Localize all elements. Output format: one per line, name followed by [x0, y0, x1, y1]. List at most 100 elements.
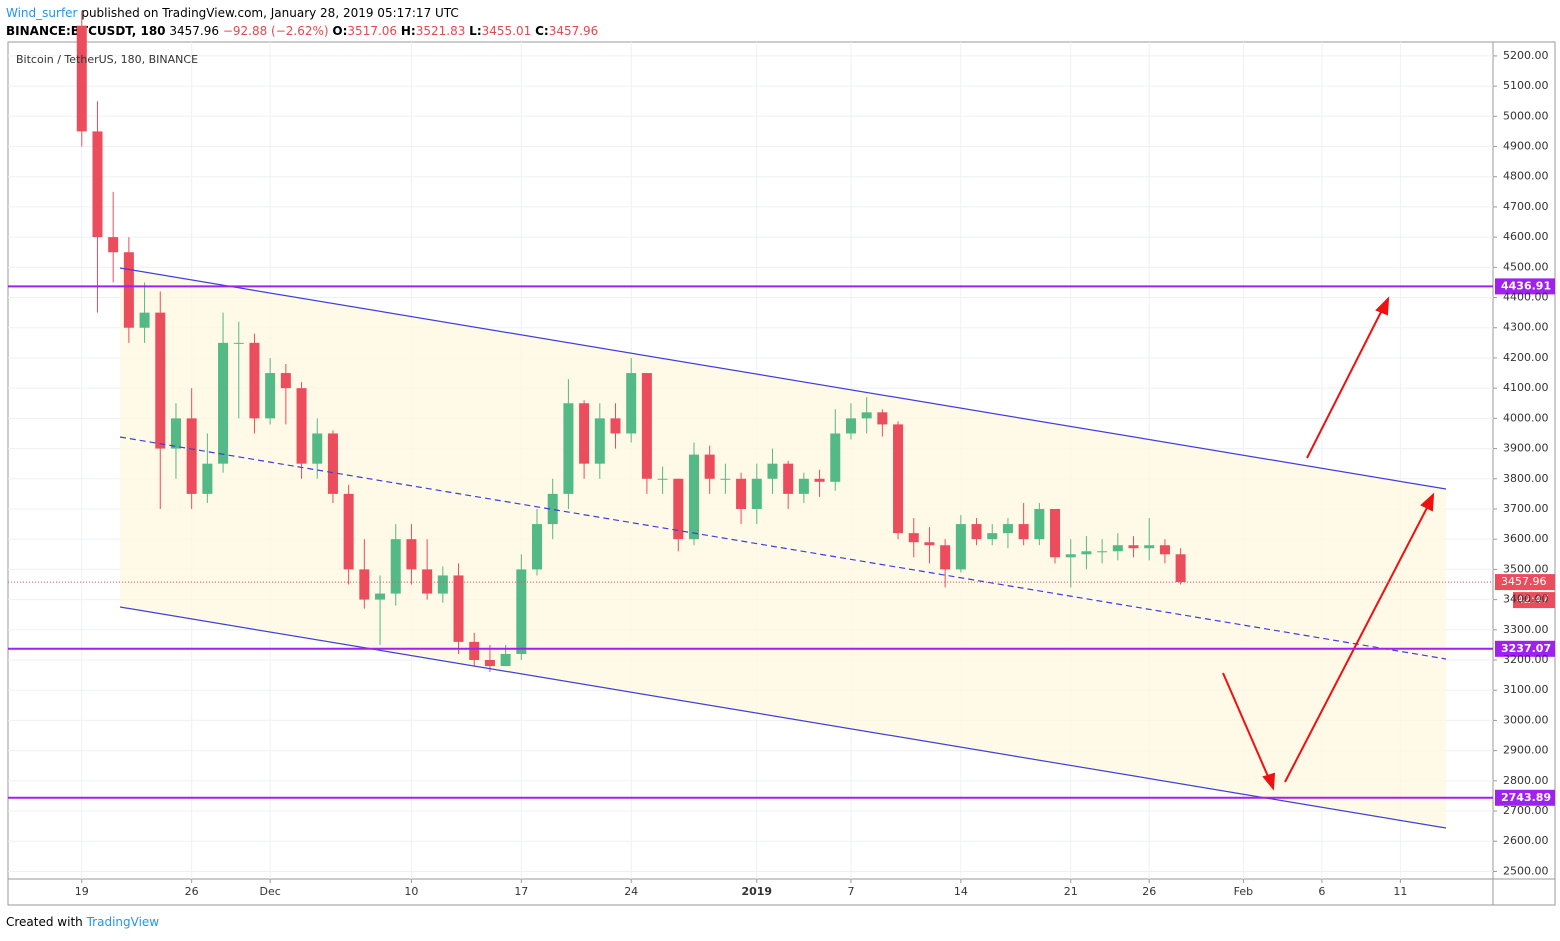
y-tick-label: 2800.00 — [1503, 774, 1549, 787]
candle-body — [312, 433, 323, 464]
candle-body — [484, 660, 495, 667]
y-tick-label: 2900.00 — [1503, 744, 1549, 757]
header: Wind_surfer published on TradingView.com… — [6, 4, 598, 40]
candle-body — [657, 478, 668, 480]
candle-body — [1175, 554, 1186, 583]
candle-body — [673, 478, 684, 540]
candle-body — [1018, 524, 1029, 540]
candle-body — [1034, 508, 1045, 540]
y-tick-label: 4400.00 — [1503, 291, 1549, 304]
level-label: 2743.89 — [1501, 791, 1551, 804]
candle-body — [390, 539, 401, 594]
chart: 4436.91 3237.07 2743.89 3457.96 42:47 Bitcoi… — [7, 10, 1556, 906]
candle-body — [861, 412, 872, 419]
y-tick-label: 2500.00 — [1503, 864, 1549, 877]
h-label: H: — [400, 24, 416, 38]
candle-body — [626, 373, 637, 434]
arrow — [1222, 672, 1271, 782]
candle-body — [1002, 524, 1013, 534]
y-tick-label: 3400.00 — [1503, 593, 1549, 606]
last-price-tag — [1495, 574, 1555, 591]
x-tick-label: 2019 — [741, 885, 772, 898]
y-tick-label: 4200.00 — [1503, 351, 1549, 364]
candle-body — [123, 252, 134, 328]
candle-body — [1159, 545, 1170, 555]
candle-body — [375, 593, 386, 600]
c: 3457.96 — [548, 24, 599, 38]
x-tick-label: 10 — [404, 885, 418, 898]
candle-body — [688, 454, 699, 540]
y-tick-label: 3200.00 — [1503, 653, 1549, 666]
y-tick-label: 3800.00 — [1503, 472, 1549, 485]
candle-body — [453, 575, 464, 642]
author[interactable]: Wind_surfer — [6, 6, 78, 20]
candle-body — [202, 463, 213, 494]
candle-body — [720, 478, 731, 480]
x-tick-label: Dec — [260, 885, 281, 898]
published: published on TradingView.com, January 28… — [81, 6, 459, 20]
y-tick-label: 4000.00 — [1503, 411, 1549, 424]
l: 3455.01 — [481, 24, 532, 38]
y-tick-label: 5200.00 — [1503, 49, 1549, 62]
candle-body — [155, 312, 166, 449]
candle-body — [908, 533, 919, 543]
arrow-head — [1262, 772, 1276, 791]
h: 3521.83 — [415, 24, 466, 38]
countdown-tag — [1513, 592, 1555, 609]
candle-body — [955, 524, 966, 570]
y-tick-label: 3300.00 — [1503, 623, 1549, 636]
countdown: 42:47 — [1517, 593, 1549, 606]
change: −92.88 (−2.62%) — [222, 24, 329, 38]
candle-body — [924, 542, 935, 546]
footer: Created with TradingView — [6, 915, 159, 929]
candle-body — [280, 373, 291, 389]
arrows — [1222, 296, 1435, 791]
candle-body — [783, 463, 794, 494]
candle-body — [736, 478, 747, 509]
o-label: O: — [332, 24, 348, 38]
candle-body — [139, 312, 150, 328]
candle-body — [516, 569, 527, 654]
candle-body — [893, 424, 904, 534]
candle-body — [108, 237, 119, 253]
x-tick-label: 21 — [1064, 885, 1078, 898]
candles — [76, 10, 1186, 673]
candle-body — [218, 342, 229, 464]
candle-body — [610, 418, 621, 434]
level-tag — [1495, 278, 1555, 295]
candle-body — [296, 388, 307, 464]
arrow-head — [1420, 492, 1435, 512]
x-tick-label: 11 — [1393, 885, 1407, 898]
x-tick-label: 7 — [847, 885, 854, 898]
y-tick-label: 3100.00 — [1503, 683, 1549, 696]
created-with: Created with — [6, 915, 83, 929]
candle-body — [1112, 545, 1123, 552]
candle-body — [798, 478, 809, 494]
candle-body — [814, 478, 825, 482]
x-tick-label: 6 — [1318, 885, 1325, 898]
candle-body — [406, 539, 417, 570]
candle-body — [1128, 545, 1139, 549]
candle-body — [327, 433, 338, 494]
candle-body — [641, 373, 652, 479]
y-tick-label: 3000.00 — [1503, 713, 1549, 726]
brand[interactable]: TradingView — [86, 915, 160, 929]
channel-mid — [119, 436, 1447, 660]
y-tick-label: 2700.00 — [1503, 804, 1549, 817]
candle-body — [422, 569, 433, 594]
candle-body — [767, 463, 778, 479]
y-tick-label: 4700.00 — [1503, 200, 1549, 213]
arrow-head — [1375, 296, 1390, 316]
candle-body — [547, 493, 558, 525]
level-label: 3237.07 — [1501, 642, 1551, 655]
y-tick-label: 4900.00 — [1503, 140, 1549, 153]
x-tick-label: 26 — [185, 885, 199, 898]
last-price-label: 3457.96 — [1501, 575, 1547, 588]
y-tick-label: 3500.00 — [1503, 562, 1549, 575]
candle-body — [971, 524, 982, 540]
candle-body — [265, 373, 276, 419]
candle-body — [940, 545, 951, 570]
candle-body — [1065, 554, 1076, 558]
l-label: L: — [469, 24, 482, 38]
x-tick-label: 24 — [624, 885, 638, 898]
